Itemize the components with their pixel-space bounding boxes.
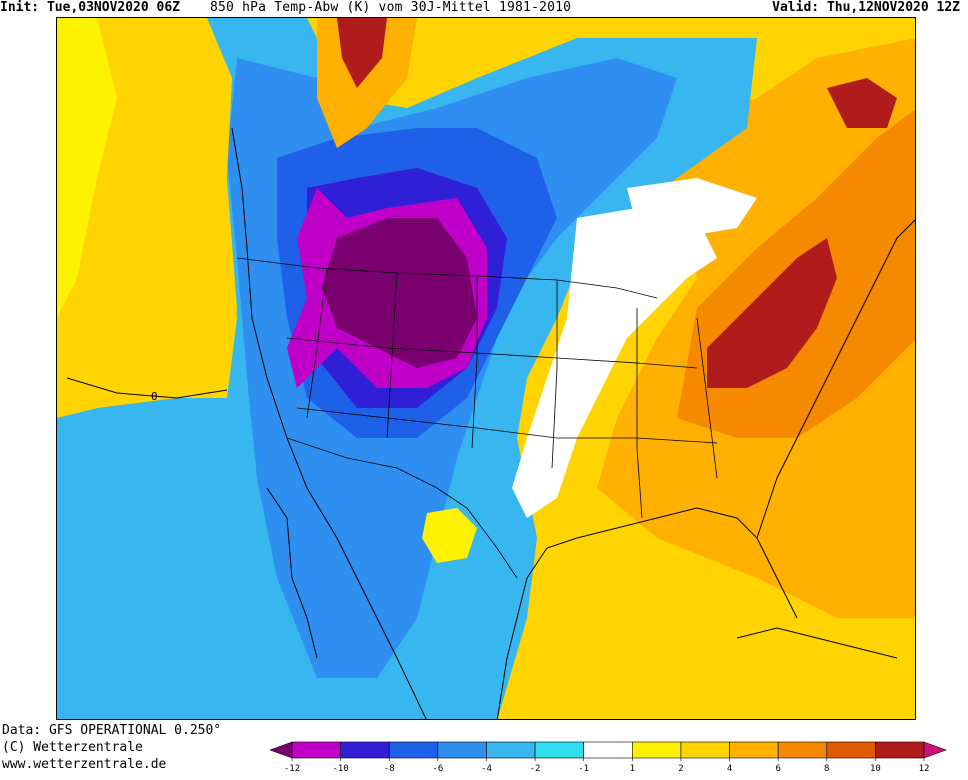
anomaly-region-northwest-hot [337,18,387,88]
legend-color-segment [777,741,828,759]
legend-color-segment [680,741,730,759]
legend-tick-label: -8 [384,764,395,774]
anomaly-blob-mexico [422,508,477,563]
baja-coastline [266,487,318,659]
legend-color-segment [534,741,584,759]
anomaly-region-near-zero-north [627,178,757,238]
temperature-anomaly-map: 0 [56,17,916,720]
state-border-4 [551,280,558,469]
state-border-1 [306,267,328,419]
legend-color-segment [486,741,536,759]
legend-tick-label: -1 [578,764,589,774]
legend-color-segment [269,741,293,759]
legend-color-segment [437,741,487,759]
copyright: (C) Wetterzentrale [2,740,143,755]
legend-color-segment [923,741,947,759]
legend-tick-label: -12 [284,764,300,774]
us-mexico-border [286,437,518,579]
map-header: Init: Tue,03NOV2020 06Z 850 hPa Temp-Abw… [0,0,968,18]
atlantic-coastline [756,219,915,539]
state-border-6 [296,407,718,444]
zero-contour [66,377,228,399]
legend-tick-label: -6 [432,764,443,774]
credits: Data: GFS OPERATIONAL 0.250° (C) Wetterz… [2,722,221,773]
legend-tick-label: -10 [332,764,348,774]
legend-tick-label: 12 [919,764,930,774]
valid-time: Valid: Thu,12NOV2020 12Z [772,0,960,15]
color-scale-legend: -12 -10 -8 -6 -4 -2 -1 1 2 4 6 8 10 12 [269,741,947,774]
legend-color-segment [583,741,633,759]
anomaly-region-plus10-northeast [827,78,897,128]
legend-color-segment [729,741,779,759]
state-border-5 [286,337,698,369]
state-border-7 [636,308,643,519]
legend-color-segment [340,741,390,759]
legend-tick-label: 2 [678,764,683,774]
legend-tick-label: 8 [824,764,829,774]
state-border-3 [471,276,478,449]
legend-tick-label: 1 [630,764,635,774]
legend-color-segment [291,741,341,759]
state-border-2 [386,272,398,439]
anomaly-region-minus12 [322,218,477,368]
legend-tick-label: 4 [727,764,732,774]
anomaly-region-pacific-plus2 [57,18,117,318]
political-borders [236,257,718,579]
state-border-8 [696,317,718,479]
legend-tick-label: 10 [870,764,881,774]
anomaly-region-plus10-east [707,238,837,388]
legend-color-segment [388,741,439,759]
init-time: Init: Tue,03NOV2020 06Z [0,0,181,15]
map-svg: 0 [57,18,915,719]
caribbean-coastline [736,627,898,659]
legend-color-segment [875,741,925,759]
data-source: Data: GFS OPERATIONAL 0.250° [2,723,222,738]
legend-tick-label: -2 [530,764,541,774]
map-title: 850 hPa Temp-Abw (K) vom 30J-Mittel 1981… [210,0,572,15]
legend-tick-label: -4 [481,764,492,774]
legend-tick-label: 6 [775,764,780,774]
legend-color-segment [826,741,876,759]
legend-color-segment [632,741,682,759]
contour-label: 0 [151,390,158,403]
anomaly-region-near-zero [512,208,717,518]
website: www.wetterzentrale.de [2,757,167,772]
